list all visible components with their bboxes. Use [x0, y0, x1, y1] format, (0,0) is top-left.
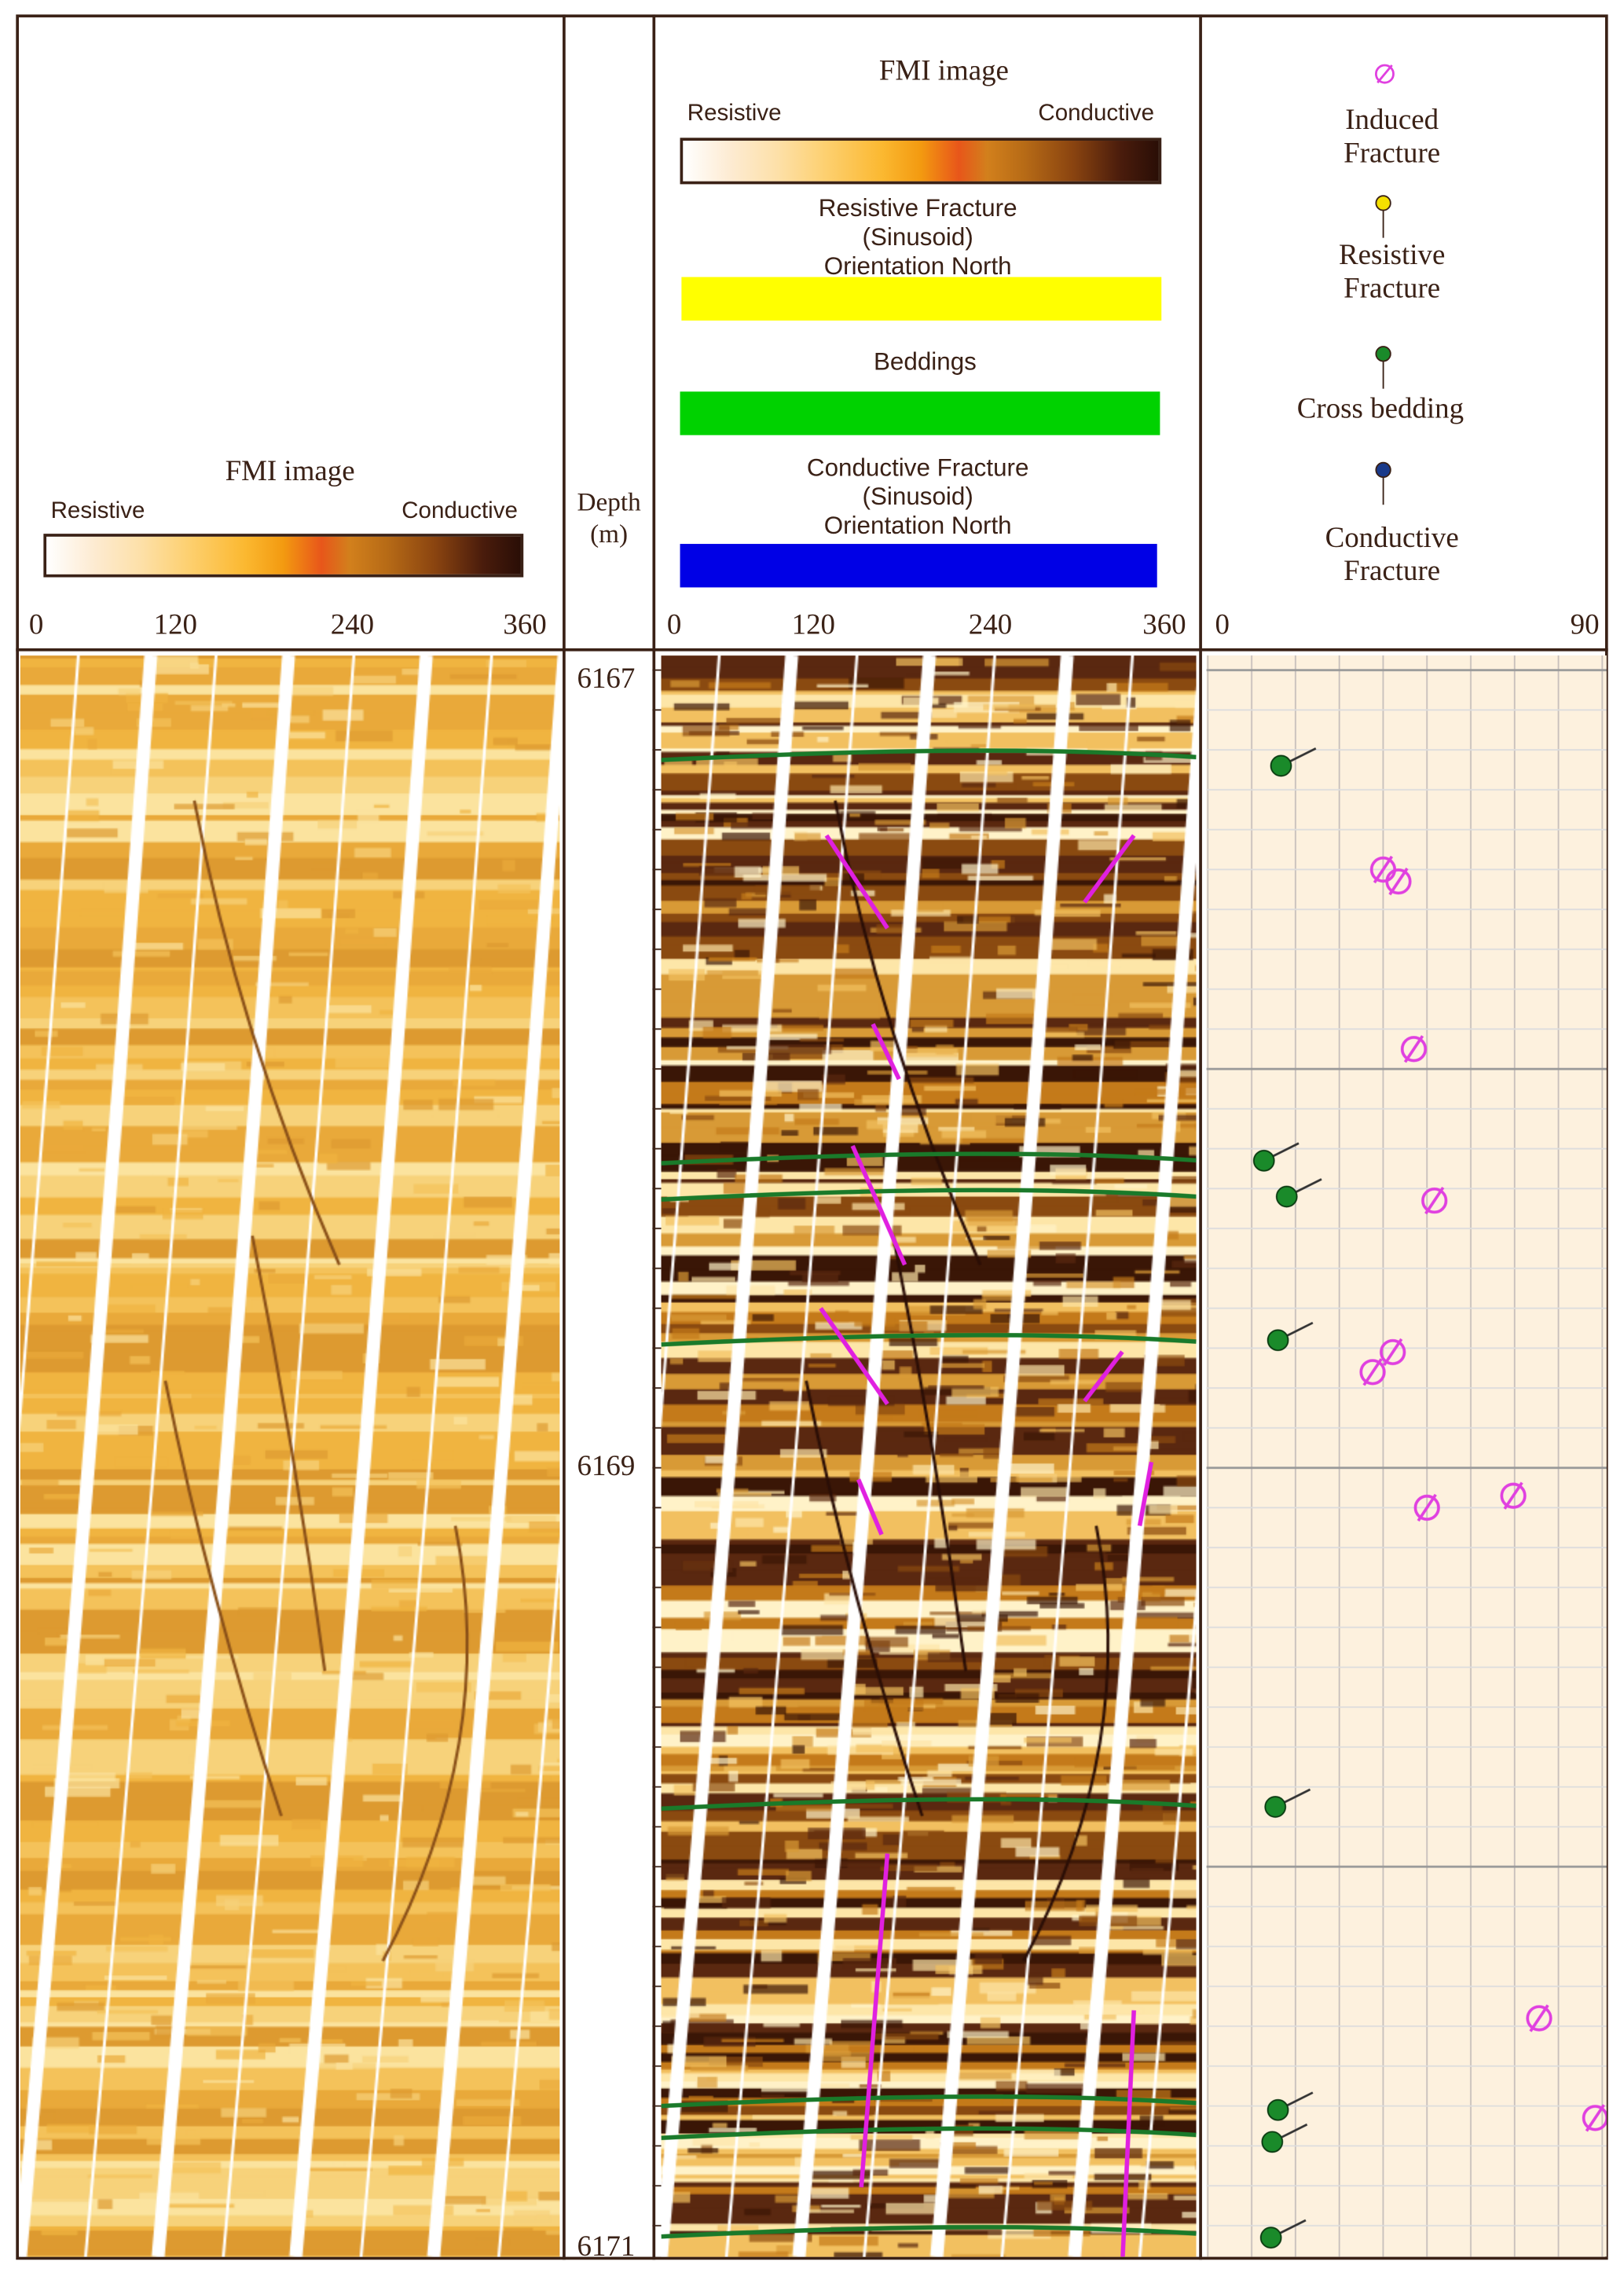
conductive-fracture-icon: [1375, 461, 1391, 505]
left-panel-title: FMI image: [225, 455, 355, 488]
induced-fracture-slash: [1388, 867, 1409, 896]
legend-conductive-fracture-label: Conductive Fracture: [1325, 522, 1459, 588]
depth-title: Depth: [577, 487, 641, 516]
bedding-trace: [661, 1188, 1197, 1202]
bedding-trace: [661, 2126, 1197, 2141]
color-scale-bar: [680, 138, 1162, 185]
legend-swatch-beddings: [680, 391, 1160, 435]
induced-fracture-point: [1380, 1338, 1406, 1366]
induced-fracture-point: [1359, 1359, 1386, 1386]
cross-bedding-point: [1270, 754, 1292, 777]
depth-ticks: [652, 669, 662, 2226]
bedding-trace: [661, 1333, 1197, 1347]
tadpole-plot: [1206, 655, 1607, 2257]
depth-label: 6167: [577, 663, 636, 695]
conductive-label: Conductive: [401, 498, 518, 524]
induced-fracture-slash: [1417, 1493, 1437, 1522]
bedding-trace: [661, 1151, 1197, 1166]
legend-resistive-fracture-label: Resistive Fracture: [1339, 239, 1446, 305]
bedding-trace: [661, 2094, 1197, 2109]
legend-resistive-fracture-label: Resistive Fracture (Sinusoid) Orientation …: [818, 194, 1017, 281]
axis-tick: 0: [28, 609, 44, 641]
resistive-label: Resistive: [50, 498, 145, 524]
legend-swatch-resistive-fracture: [681, 277, 1162, 321]
legend-beddings-label: Beddings: [874, 347, 977, 376]
fracture-trace: [856, 1478, 884, 1536]
axis-tick: 90: [1570, 609, 1600, 641]
induced-fracture-point: [1400, 1036, 1428, 1063]
bedding-trace: [661, 2225, 1197, 2239]
legend-swatch-conductive-fracture: [680, 544, 1157, 588]
induced-fracture-point: [1385, 868, 1412, 895]
fracture-trace: [1137, 1461, 1154, 1526]
fracture-trace: [859, 1853, 890, 2188]
bedding-trace: [661, 1797, 1197, 1812]
induced-fracture-slash: [1403, 1035, 1424, 1063]
induced-fracture-point: [1582, 2105, 1607, 2131]
induced-fracture-slash: [1424, 1186, 1445, 1215]
axis-tick: 0: [1215, 609, 1230, 641]
axis-tick: 360: [1142, 609, 1186, 641]
divider: [1199, 14, 1202, 2260]
conductive-label: Conductive: [1038, 101, 1155, 127]
fmi-static-image: [20, 655, 560, 2257]
fracture-trace: [1120, 2010, 1136, 2257]
picks-overlay: [661, 748, 1197, 2257]
fracture-trace: [1083, 1350, 1124, 1403]
header-divider: [16, 648, 1608, 652]
axis-tick: 120: [153, 609, 197, 641]
divider: [652, 14, 656, 2260]
fracture-trace: [871, 1022, 901, 1081]
legend-cross-bedding-label: Cross bedding: [1296, 393, 1465, 425]
legend-conductive-fracture-label: Conductive Fracture (Sinusoid) Orientation…: [806, 453, 1029, 540]
fracture-trace: [824, 834, 889, 930]
cross-bedding-point: [1275, 1185, 1298, 1208]
resistive-label: Resistive: [687, 101, 782, 127]
induced-fracture-slash: [1362, 1358, 1383, 1386]
cross-bedding-icon: [1375, 346, 1391, 389]
depth-label: 6169: [577, 1450, 636, 1483]
cross-bedding-point: [1267, 1329, 1289, 1352]
depth-label: 6171: [577, 2230, 636, 2263]
fracture-trace: [1083, 834, 1136, 904]
axis-tick: 360: [503, 609, 547, 641]
cross-bedding-point: [1259, 2226, 1282, 2248]
fracture-trace: [850, 1144, 907, 1266]
induced-fracture-slash: [1585, 2104, 1605, 2132]
induced-fracture-point: [1500, 1482, 1527, 1509]
divider: [563, 14, 566, 2260]
induced-fracture-slash: [1529, 2004, 1549, 2032]
induced-fracture-icon: [1374, 64, 1395, 84]
cross-bedding-point: [1267, 2098, 1289, 2121]
fracture-trace: [819, 1307, 889, 1406]
induced-fracture-slash: [1383, 1338, 1403, 1367]
depth-unit: (m): [590, 519, 629, 549]
middle-panel-title: FMI image: [878, 55, 1009, 87]
axis-tick: 240: [968, 609, 1013, 641]
induced-fracture-point: [1413, 1494, 1440, 1522]
tadpole-legend-symbols: [1374, 64, 1395, 505]
fmi-dynamic-image: [661, 655, 1197, 2257]
induced-fracture-point: [1526, 2005, 1553, 2032]
color-scale-bar: [43, 534, 524, 578]
cross-bedding-point: [1264, 1796, 1287, 1818]
cross-bedding-point: [1261, 2131, 1284, 2153]
induced-fracture-slash: [1373, 855, 1394, 884]
axis-tick: 120: [791, 609, 836, 641]
resistive-fracture-icon: [1375, 195, 1391, 238]
induced-fracture-point: [1421, 1188, 1448, 1214]
plot-background: [1206, 655, 1607, 2257]
cross-bedding-point: [1252, 1150, 1275, 1172]
legend-induced-fracture-label: Induced Fracture: [1344, 104, 1441, 170]
axis-tick: 0: [666, 609, 682, 641]
induced-fracture-slash: [1503, 1481, 1523, 1510]
axis-tick: 240: [330, 609, 375, 641]
bedding-trace: [661, 748, 1197, 762]
